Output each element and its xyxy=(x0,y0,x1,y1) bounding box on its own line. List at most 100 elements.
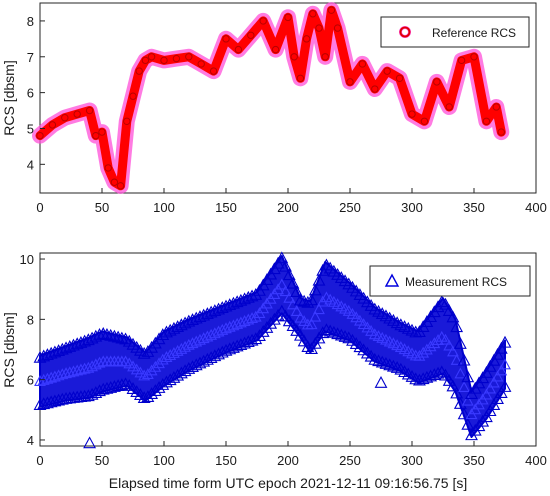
reference-point xyxy=(98,128,106,136)
reference-point xyxy=(135,67,143,75)
measurement-point xyxy=(368,352,382,365)
y-axis-label: RCS [dbsm] xyxy=(1,60,17,135)
measurement-series xyxy=(33,251,512,449)
reference-point xyxy=(104,164,112,172)
reference-point xyxy=(433,78,441,86)
reference-point xyxy=(457,56,466,65)
measurement-point xyxy=(267,312,281,325)
x-axis-label: Elapsed time form UTC epoch 2021-12-11 0… xyxy=(109,475,468,491)
measurement-point xyxy=(491,370,504,382)
measurement-point xyxy=(33,398,47,411)
reference-point xyxy=(284,13,292,22)
reference-point xyxy=(147,53,156,61)
y-tick-label: 5 xyxy=(27,121,34,136)
reference-point xyxy=(160,56,168,65)
measurement-point xyxy=(442,374,456,386)
measurement-point xyxy=(93,327,106,340)
reference-point xyxy=(123,117,131,126)
measurement-point xyxy=(428,337,441,349)
measurement-point xyxy=(249,332,263,345)
measurement-point xyxy=(305,293,318,306)
measurement-point xyxy=(297,334,311,347)
reference-point xyxy=(259,17,267,25)
y-tick-label: 8 xyxy=(27,312,34,327)
measurement-point xyxy=(450,386,464,399)
measurement-point xyxy=(439,368,452,381)
measurement-point xyxy=(499,358,511,370)
y-tick-label: 4 xyxy=(27,433,34,448)
x-tick-label: 350 xyxy=(463,453,485,468)
reference-point xyxy=(73,110,81,118)
reference-point xyxy=(470,53,478,61)
measurement-point xyxy=(372,354,385,367)
x-tick-label: 0 xyxy=(36,453,43,468)
reference-point xyxy=(420,117,429,126)
measurement-point xyxy=(286,276,300,289)
measurement-point xyxy=(424,340,437,352)
x-tick-label: 0 xyxy=(36,200,43,215)
measurement-point xyxy=(383,358,397,371)
measurement-point xyxy=(41,372,54,384)
reference-point xyxy=(290,53,298,61)
reference-point xyxy=(492,103,501,111)
measurement-point xyxy=(338,329,352,342)
x-tick-label: 400 xyxy=(525,453,547,468)
measurement-point xyxy=(401,321,415,334)
measurement-point xyxy=(52,393,66,406)
measurement-point xyxy=(446,345,459,357)
measurement-point xyxy=(331,327,345,340)
measurement-point xyxy=(275,304,289,317)
measurement-point xyxy=(334,328,348,341)
measurement-point xyxy=(290,323,304,336)
measurement-point xyxy=(439,297,452,310)
measurement-point xyxy=(48,370,61,382)
measurement-point xyxy=(279,259,292,272)
measurement-point xyxy=(249,288,263,300)
x-tick-label: 150 xyxy=(215,453,237,468)
measurement-point xyxy=(279,309,292,322)
reference-point xyxy=(141,56,150,65)
reference-point xyxy=(371,85,379,93)
x-tick-label: 200 xyxy=(277,453,299,468)
measurement-point xyxy=(104,380,118,393)
measurement-point xyxy=(458,381,471,392)
measurement-point xyxy=(264,316,278,329)
measurement-point xyxy=(491,392,504,404)
legend-triangle-marker xyxy=(384,273,400,287)
x-tick-label: 300 xyxy=(401,200,423,215)
measurement-point xyxy=(405,323,419,336)
reference-point xyxy=(185,53,193,61)
measurement-point xyxy=(145,340,159,353)
reference-point xyxy=(395,74,404,82)
measurement-point xyxy=(153,357,165,369)
measurement-point xyxy=(290,285,304,298)
measurement-point xyxy=(275,251,289,264)
y-tick-label: 6 xyxy=(27,373,34,388)
measurement-point xyxy=(104,328,118,341)
measurement-point xyxy=(457,407,471,420)
measurement-point xyxy=(453,396,467,409)
reference-point xyxy=(172,54,181,63)
measurement-point xyxy=(375,355,389,368)
measurement-point xyxy=(394,318,408,331)
measurement-outlier-point xyxy=(374,376,388,388)
measurement-point xyxy=(379,356,393,369)
measurement-point xyxy=(279,285,292,297)
measurement-point xyxy=(431,366,445,379)
measurement-point xyxy=(476,414,490,427)
measurement-point xyxy=(479,410,493,423)
measurement-point xyxy=(56,368,69,380)
y-tick-label: 4 xyxy=(27,157,34,172)
measurement-point xyxy=(432,333,444,345)
legend: Reference RCS xyxy=(380,16,530,48)
measurement-point xyxy=(115,331,129,344)
measurement-point xyxy=(450,353,463,365)
measurement-point xyxy=(111,379,125,392)
measurement-point xyxy=(89,358,102,370)
reference-point xyxy=(383,67,391,75)
measurement-point xyxy=(491,347,504,360)
measurement-point xyxy=(472,419,486,432)
measurement-point xyxy=(45,371,58,383)
measurement-point xyxy=(212,325,225,337)
reference-point xyxy=(408,110,416,118)
